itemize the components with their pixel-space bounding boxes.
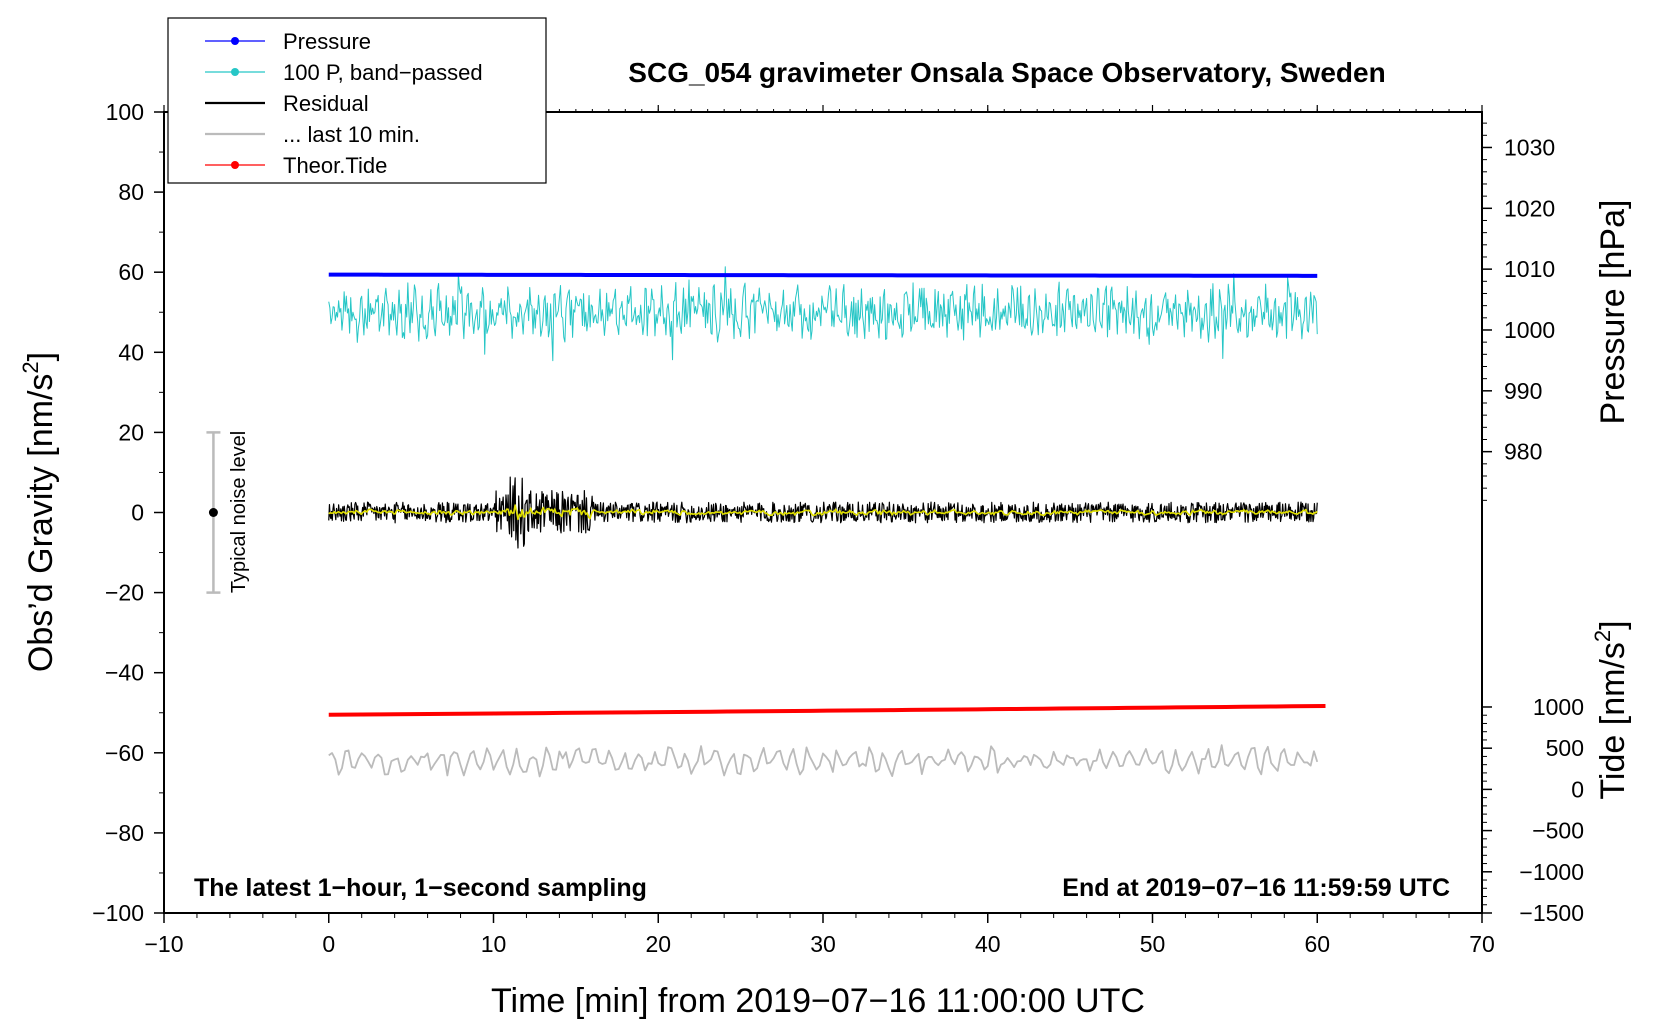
pressure-tick-label: 980 — [1504, 439, 1542, 465]
legend-label: 100 P, band−passed — [283, 60, 483, 85]
y-tick-label: −100 — [92, 900, 144, 926]
y-tick-label: −40 — [105, 660, 144, 686]
x-tick-label: 0 — [322, 931, 335, 957]
pressure-tick-label: 1030 — [1504, 134, 1555, 160]
tide-tick-label: −1000 — [1519, 859, 1584, 885]
pressure-tick-label: 1000 — [1504, 317, 1555, 343]
series-layer — [328, 266, 1326, 778]
tide-tick-label: −1500 — [1519, 900, 1584, 926]
legend-marker — [231, 37, 239, 45]
pressure-tick-label: 1010 — [1504, 256, 1555, 282]
legend-label: ... last 10 min. — [283, 122, 420, 147]
tide-tick-label: 500 — [1546, 735, 1584, 761]
legend-box — [167, 17, 547, 184]
noise-level-bar — [206, 431, 221, 594]
y-tick-label: 0 — [131, 500, 144, 526]
legend-label: Residual — [283, 91, 369, 116]
x-tick-label: 70 — [1469, 931, 1495, 957]
x-tick-label: 50 — [1140, 931, 1166, 957]
tide-tick-label: −500 — [1532, 818, 1584, 844]
legend-label: Pressure — [283, 29, 371, 54]
tide-tick-label: 1000 — [1533, 694, 1584, 720]
x-tick-label: −10 — [144, 931, 183, 957]
noise-level-label: Typical noise level — [228, 431, 250, 593]
legend-marker — [231, 161, 239, 169]
series-last-10-min — [328, 744, 1319, 778]
y-tick-label: 80 — [118, 179, 144, 205]
pressure-axis-title: Pressure [hPa] — [1594, 200, 1632, 425]
y-tick-label: −80 — [105, 820, 144, 846]
tide-axis-title-sup: 2 — [1590, 630, 1615, 642]
x-tick-label: 20 — [645, 931, 671, 957]
x-tick-label: 10 — [481, 931, 507, 957]
series-pressure-bandpassed — [328, 266, 1318, 362]
y-axis-ticks: 100 80 60 40 20 0 −20 −40 −60 −80 −100 — [92, 99, 164, 926]
footer-right: End at 2019−07−16 11:59:59 UTC — [1062, 874, 1450, 902]
series-residual-smoothed — [328, 504, 1318, 521]
series-theor-tide — [328, 703, 1326, 717]
y-axis-title-main: Obs’d Gravity [nm/s — [22, 374, 60, 673]
tide-axis-title-end: ] — [1594, 620, 1632, 629]
y-tick-label: −60 — [105, 740, 144, 766]
y-tick-label: −20 — [105, 580, 144, 606]
pressure-tick-label: 990 — [1504, 378, 1542, 404]
legend-marker — [231, 68, 239, 76]
x-tick-label: 40 — [975, 931, 1001, 957]
x-tick-label: 60 — [1304, 931, 1330, 957]
y-axis-title-end: ] — [22, 352, 60, 361]
legend-label: Theor.Tide — [283, 153, 387, 178]
tide-axis-ticks: 1000 500 0 −500 −1000 −1500 — [1482, 694, 1584, 926]
legend: Pressure 100 P, band−passed Residual ... la… — [167, 17, 547, 184]
x-axis-ticks: −10 0 10 20 30 40 50 60 70 — [144, 105, 1495, 957]
tide-tick-label: 0 — [1571, 776, 1584, 802]
y-axis-title: Obs’d Gravity [nm/s2] — [18, 352, 60, 672]
tide-axis-title-main: Tide [nm/s — [1594, 642, 1632, 799]
x-tick-label: 30 — [810, 931, 836, 957]
y-axis-title-sup: 2 — [18, 361, 43, 373]
series-pressure — [328, 272, 1318, 278]
y-tick-label: 40 — [118, 339, 144, 365]
pressure-tick-label: 1020 — [1504, 195, 1555, 221]
footer-left: The latest 1−hour, 1−second sampling — [194, 874, 647, 902]
chart-title: SCG_054 gravimeter Onsala Space Observat… — [628, 57, 1385, 88]
y-tick-label: 100 — [106, 99, 144, 125]
series-residual — [328, 476, 1318, 549]
pressure-axis-ticks: 1030 1020 1010 1000 990 980 — [1482, 122, 1555, 501]
x-axis-title: Time [min] from 2019−07−16 11:00:00 UTC — [491, 982, 1145, 1020]
noise-bar-center — [208, 508, 218, 517]
tide-axis-title: Tide [nm/s2] — [1590, 620, 1632, 799]
y-tick-label: 60 — [118, 259, 144, 285]
y-tick-label: 20 — [118, 419, 144, 445]
